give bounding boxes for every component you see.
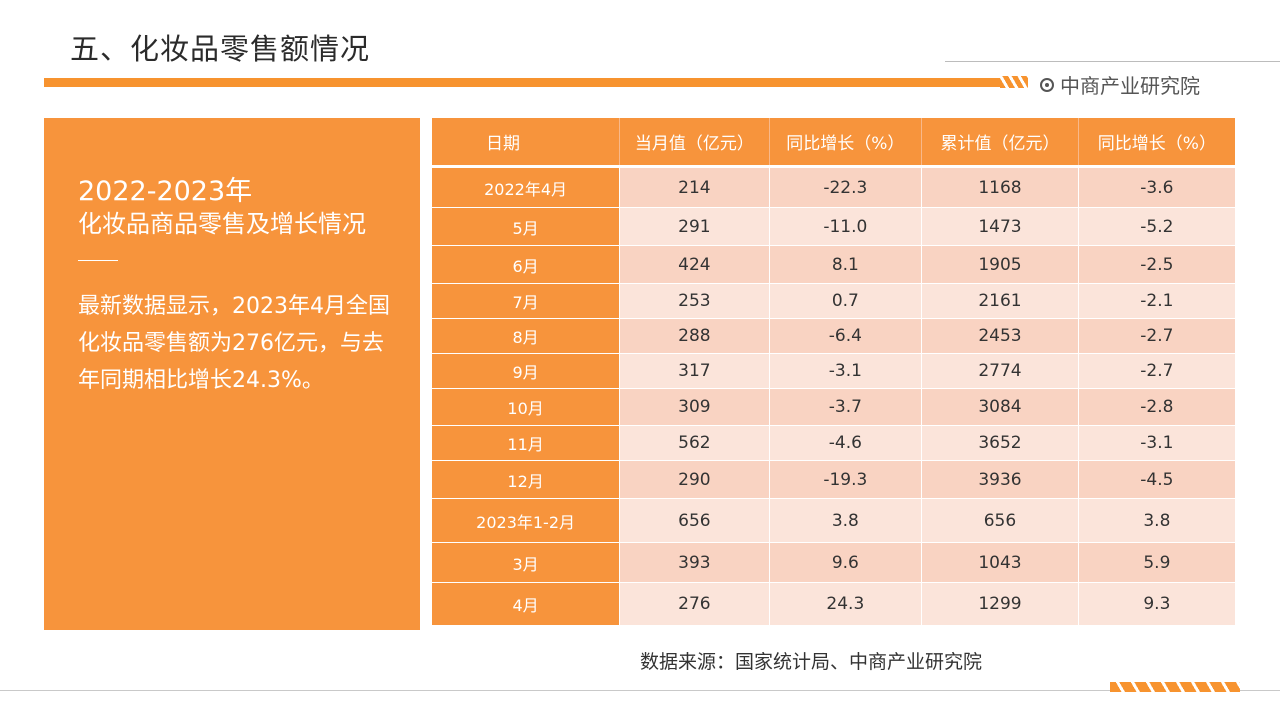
cell-monthly-value: 317 <box>620 354 770 389</box>
cell-cumulative-yoy: 3.8 <box>1078 499 1235 543</box>
header-cumulative-yoy: 同比增长（%） <box>1078 118 1235 165</box>
cell-monthly-value: 393 <box>620 543 770 583</box>
brand-logo: 中商产业研究院 <box>1040 70 1200 99</box>
data-source: 数据来源：国家统计局、中商产业研究院 <box>640 651 983 673</box>
cell-monthly-yoy: 9.6 <box>769 543 923 583</box>
cell-monthly-yoy: -3.7 <box>769 389 923 426</box>
cell-date: 7月 <box>432 284 621 319</box>
cell-monthly-yoy: 0.7 <box>769 284 923 319</box>
cell-cumulative-yoy: -2.5 <box>1078 246 1235 284</box>
cell-cumulative-yoy: -3.1 <box>1078 426 1235 461</box>
cell-monthly-value: 288 <box>620 319 770 354</box>
title-underline-bar <box>44 78 1027 87</box>
cell-cumulative-value: 3652 <box>922 426 1079 461</box>
cell-cumulative-value: 2774 <box>922 354 1079 389</box>
cell-monthly-value: 291 <box>620 208 770 246</box>
footer-stripes <box>1110 682 1240 692</box>
cell-date: 12月 <box>432 461 621 499</box>
table-row: 3月 393 9.6 1043 5.9 <box>432 543 1235 583</box>
cell-monthly-value: 290 <box>620 461 770 499</box>
cell-monthly-value: 656 <box>620 499 770 543</box>
cell-date: 5月 <box>432 208 621 246</box>
cell-cumulative-yoy: 9.3 <box>1078 583 1235 626</box>
cell-monthly-value: 276 <box>620 583 770 626</box>
cell-cumulative-value: 2161 <box>922 284 1079 319</box>
cell-monthly-value: 214 <box>620 168 770 208</box>
cell-cumulative-yoy: -3.6 <box>1078 168 1235 208</box>
cell-monthly-yoy: -19.3 <box>769 461 923 499</box>
cell-monthly-yoy: -3.1 <box>769 354 923 389</box>
cell-cumulative-yoy: -2.8 <box>1078 389 1235 426</box>
table-row: 9月 317 -3.1 2774 -2.7 <box>432 354 1235 389</box>
page-title: 五、化妆品零售额情况 <box>70 32 371 66</box>
cell-date: 2023年1-2月 <box>432 499 621 543</box>
cell-monthly-yoy: -11.0 <box>769 208 923 246</box>
cell-cumulative-yoy: 5.9 <box>1078 543 1235 583</box>
cell-cumulative-yoy: -5.2 <box>1078 208 1235 246</box>
cell-monthly-value: 562 <box>620 426 770 461</box>
table-row: 12月 290 -19.3 3936 -4.5 <box>432 461 1235 499</box>
table-row: 10月 309 -3.7 3084 -2.8 <box>432 389 1235 426</box>
cell-monthly-yoy: 24.3 <box>769 583 923 626</box>
cell-date: 9月 <box>432 354 621 389</box>
panel-year: 2022-2023年 <box>78 176 253 207</box>
header-monthly-yoy: 同比增长（%） <box>769 118 923 165</box>
table-row: 2023年1-2月 656 3.8 656 3.8 <box>432 499 1235 543</box>
cell-cumulative-value: 3084 <box>922 389 1079 426</box>
header-cumulative-value: 累计值（亿元） <box>922 118 1079 165</box>
cell-cumulative-value: 1905 <box>922 246 1079 284</box>
cell-date: 3月 <box>432 543 621 583</box>
cell-date: 6月 <box>432 246 621 284</box>
cell-cumulative-value: 3936 <box>922 461 1079 499</box>
cell-cumulative-yoy: -4.5 <box>1078 461 1235 499</box>
cell-monthly-yoy: 3.8 <box>769 499 923 543</box>
summary-panel: 2022-2023年 化妆品商品零售及增长情况 最新数据显示，2023年4月全国… <box>44 118 420 630</box>
cell-cumulative-value: 2453 <box>922 319 1079 354</box>
cell-cumulative-value: 656 <box>922 499 1079 543</box>
table-row: 5月 291 -11.0 1473 -5.2 <box>432 208 1235 246</box>
panel-subtitle: 化妆品商品零售及增长情况 <box>78 210 366 238</box>
cell-cumulative-value: 1043 <box>922 543 1079 583</box>
table-row: 6月 424 8.1 1905 -2.5 <box>432 246 1235 284</box>
table-row: 4月 276 24.3 1299 9.3 <box>432 583 1235 626</box>
cell-date: 2022年4月 <box>432 168 621 208</box>
cell-monthly-yoy: -22.3 <box>769 168 923 208</box>
table-row: 2022年4月 214 -22.3 1168 -3.6 <box>432 168 1235 208</box>
cell-cumulative-yoy: -2.7 <box>1078 354 1235 389</box>
cell-cumulative-value: 1299 <box>922 583 1079 626</box>
panel-description: 最新数据显示，2023年4月全国化妆品零售额为276亿元，与去年同期相比增长24… <box>78 294 390 393</box>
brand-name: 中商产业研究院 <box>1060 74 1200 98</box>
cell-date: 10月 <box>432 389 621 426</box>
cell-date: 8月 <box>432 319 621 354</box>
cell-date: 4月 <box>432 583 621 626</box>
cell-monthly-yoy: -4.6 <box>769 426 923 461</box>
cell-monthly-yoy: -6.4 <box>769 319 923 354</box>
table-header-row: 日期 当月值（亿元） 同比增长（%） 累计值（亿元） 同比增长（%） <box>432 118 1235 165</box>
title-bar-stripes <box>1000 76 1028 88</box>
cell-monthly-yoy: 8.1 <box>769 246 923 284</box>
cell-monthly-value: 424 <box>620 246 770 284</box>
header-divider <box>945 61 1280 62</box>
table-row: 11月 562 -4.6 3652 -3.1 <box>432 426 1235 461</box>
cell-cumulative-yoy: -2.1 <box>1078 284 1235 319</box>
header-monthly-value: 当月值（亿元） <box>620 118 770 165</box>
brand-circle-icon <box>1040 77 1054 92</box>
table-row: 8月 288 -6.4 2453 -2.7 <box>432 319 1235 354</box>
retail-data-table: 日期 当月值（亿元） 同比增长（%） 累计值（亿元） 同比增长（%） 2022年… <box>432 118 1235 626</box>
cell-cumulative-yoy: -2.7 <box>1078 319 1235 354</box>
panel-divider <box>78 260 118 261</box>
table-row: 7月 253 0.7 2161 -2.1 <box>432 284 1235 319</box>
cell-cumulative-value: 1473 <box>922 208 1079 246</box>
header-date: 日期 <box>432 118 621 165</box>
cell-monthly-value: 309 <box>620 389 770 426</box>
cell-date: 11月 <box>432 426 621 461</box>
cell-monthly-value: 253 <box>620 284 770 319</box>
footer-divider <box>0 690 1280 691</box>
cell-cumulative-value: 1168 <box>922 168 1079 208</box>
